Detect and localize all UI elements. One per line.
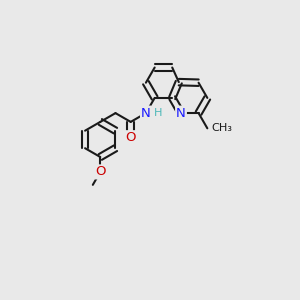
Text: H: H — [154, 108, 163, 118]
Text: O: O — [95, 165, 106, 178]
Text: N: N — [141, 106, 151, 120]
Text: CH₃: CH₃ — [212, 123, 233, 133]
Text: N: N — [176, 106, 186, 120]
Text: O: O — [125, 131, 136, 144]
